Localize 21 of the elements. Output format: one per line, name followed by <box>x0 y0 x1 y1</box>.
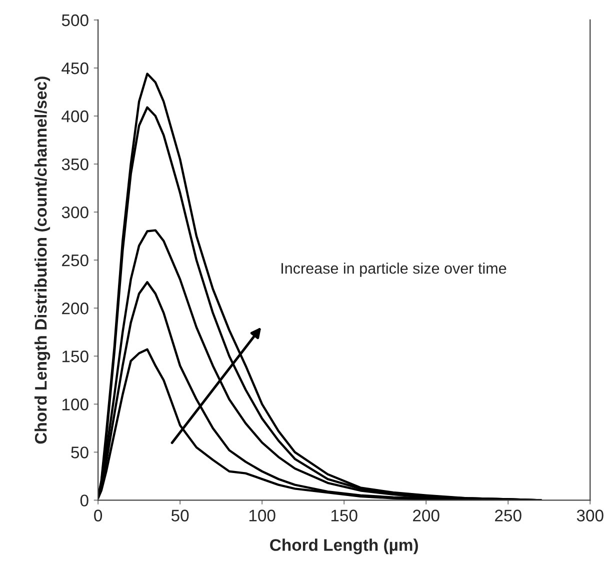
y-tick-label: 300 <box>62 206 88 218</box>
x-tick-label: 0 <box>94 510 102 522</box>
y-tick-label: 350 <box>62 158 88 170</box>
y-tick-label: 500 <box>62 14 88 26</box>
y-tick-label: 200 <box>62 302 88 314</box>
x-tick-label: 100 <box>249 510 276 522</box>
y-tick-label: 250 <box>62 254 88 266</box>
x-tick-label: 300 <box>576 510 604 522</box>
x-tick-label: 50 <box>171 510 189 522</box>
y-tick-label: 50 <box>71 446 88 458</box>
annotation: Increase in particle size over time <box>282 262 506 277</box>
y-tick-label: 0 <box>80 494 88 506</box>
y-axis-title: Chord Length Distribution (count/channel/sec) <box>34 76 50 444</box>
y-tick-label: 450 <box>62 62 88 74</box>
y-tick-label: 100 <box>62 398 88 410</box>
x-axis-title: Chord Length (µm) <box>270 538 418 554</box>
y-tick-label: 150 <box>62 350 88 362</box>
y-tick-label: 400 <box>62 110 88 122</box>
x-tick-label: 200 <box>413 510 440 522</box>
x-tick-label: 150 <box>331 510 358 522</box>
x-tick-label: 250 <box>495 510 522 522</box>
